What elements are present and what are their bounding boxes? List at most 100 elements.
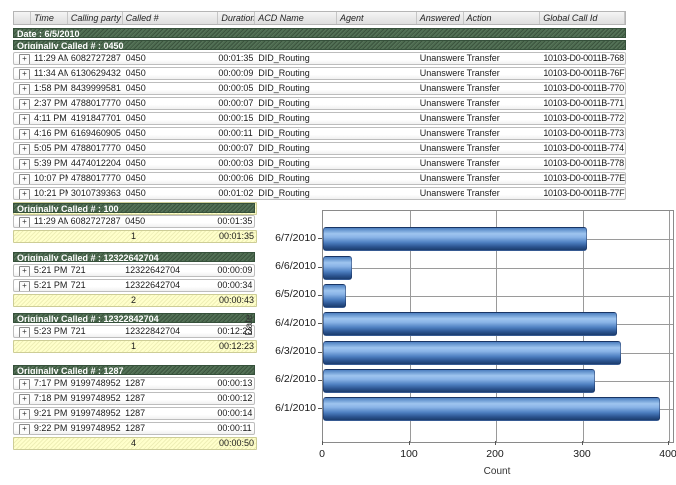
row-expander-button[interactable]: +	[19, 266, 30, 276]
chart-bar	[323, 369, 595, 393]
group-header: Originally Called # : 1287	[13, 365, 255, 375]
cell-time: 4:11 PM	[33, 113, 67, 123]
cell-agent	[337, 113, 417, 124]
cell-time: 11:29 AM	[33, 216, 68, 226]
cell-called: 12322642704	[125, 265, 181, 275]
column-header-acd[interactable]: ACD Name	[255, 12, 337, 24]
cell-acd: DID_Routing	[258, 98, 310, 108]
row-expander-button[interactable]: +	[19, 129, 30, 139]
column-header-calling[interactable]: Calling party #	[68, 12, 123, 24]
cell-action: Transfer	[466, 98, 500, 108]
plus-icon: +	[22, 54, 27, 63]
table-row[interactable]: +9:22 PM 9199748952 1287 00:00:11	[13, 422, 255, 435]
table-row[interactable]: +5:05 PM 4788017770 0450 00:00:07 DID_Routin…	[13, 142, 626, 155]
table-row[interactable]: +10:21 PM3010739363 0450 00:01:02 DID_Routi…	[13, 187, 626, 200]
table-row[interactable]: +1:58 PM 8439999581 0450 00:00:05 DID_Routin…	[13, 82, 626, 95]
column-header-answered[interactable]: Answered	[417, 12, 464, 24]
table-row[interactable]: +7:18 PM 9199748952 1287 00:00:12	[13, 392, 255, 405]
row-expander-button[interactable]: +	[19, 424, 30, 434]
table-row[interactable]: +5:23 PM 721 12322842704 00:12:23	[13, 325, 255, 338]
table-row[interactable]: +11:29 AM 6082727287 0450 00:01:35 DID_Routi…	[13, 52, 626, 65]
cell-time: 5:39 PM	[33, 158, 68, 168]
table-row[interactable]: +4:16 PM 6169460905 0450 00:00:11 DID_Routin…	[13, 127, 626, 140]
cell-duration: 00:01:35	[217, 216, 253, 226]
expander-cell: +	[14, 83, 31, 94]
table-row[interactable]: +5:39 PM 4474012204 0450 00:00:03 DID_Routin…	[13, 157, 626, 170]
column-header-duration[interactable]: Duration	[218, 12, 256, 24]
cell-answered: Unanswered	[419, 98, 464, 108]
row-expander-button[interactable]: +	[19, 379, 30, 389]
cell-calling: 721	[70, 280, 86, 290]
cell-duration: 00:00:11	[218, 128, 253, 138]
cell-called: 0450	[125, 113, 146, 123]
chart-y-tick	[318, 295, 322, 296]
cell-called: 0450	[125, 188, 146, 198]
row-expander-button[interactable]: +	[19, 84, 30, 94]
cell-global_id: 10103-D0-0011B-771	[543, 98, 624, 108]
column-header-action[interactable]: Action	[464, 12, 541, 24]
cell-answered: Unanswered	[419, 83, 464, 93]
column-header-called[interactable]: Called #	[123, 12, 219, 24]
table-row[interactable]: +11:34 AM 6130629432 0450 00:00:09 DID_Routi…	[13, 67, 626, 80]
column-header-expander[interactable]	[14, 12, 31, 24]
expander-cell: +	[14, 326, 31, 337]
row-expander-button[interactable]: +	[19, 394, 30, 404]
summary-total-duration: 00:12:23	[219, 341, 255, 351]
group-header: Originally Called # : 12322642704	[13, 252, 255, 262]
cell-called: 1287	[125, 408, 146, 418]
row-expander-button[interactable]: +	[19, 409, 30, 419]
cell-agent	[337, 98, 417, 109]
plus-icon: +	[22, 327, 27, 336]
row-expander-button[interactable]: +	[19, 217, 30, 227]
row-expander-button[interactable]: +	[19, 327, 30, 337]
expander-cell: +	[14, 143, 31, 154]
row-expander-button[interactable]: +	[19, 144, 30, 154]
cell-acd: DID_Routing	[258, 188, 310, 198]
cell-action: Transfer	[466, 158, 500, 168]
table-row[interactable]: +5:21 PM 721 12322642704 00:00:34	[13, 279, 255, 292]
column-header-agent[interactable]: Agent	[337, 12, 417, 24]
chart-y-tick	[318, 408, 322, 409]
plus-icon: +	[22, 424, 27, 433]
column-header-time[interactable]: Time	[31, 12, 68, 24]
cell-duration: 00:00:12	[217, 393, 253, 403]
table-row[interactable]: +2:37 PM 4788017770 0450 00:00:07 DID_Routin…	[13, 97, 626, 110]
cell-calling: 721	[70, 326, 86, 336]
expander-cell: +	[14, 216, 31, 227]
table-row[interactable]: +9:21 PM 9199748952 1287 00:00:14	[13, 407, 255, 420]
row-expander-button[interactable]: +	[19, 114, 30, 124]
row-expander-button[interactable]: +	[19, 54, 30, 64]
cell-duration: 00:01:35	[218, 53, 254, 63]
table-row[interactable]: +11:29 AM 6082727287 0450 00:01:35	[13, 215, 255, 228]
cell-calling: 3010739363	[70, 188, 121, 198]
cell-answered: Unanswered	[419, 53, 464, 63]
cell-called: 0450	[125, 83, 146, 93]
table-row[interactable]: +7:17 PM 9199748952 1287 00:00:13	[13, 377, 255, 390]
row-expander-button[interactable]: +	[19, 159, 30, 169]
table-row[interactable]: +4:11 PM 4191847701 0450 00:00:15 DID_Routin…	[13, 112, 626, 125]
chart-x-tick-label: 0	[319, 448, 325, 460]
cell-global_id: 10103-D0-0011B-770	[543, 83, 624, 93]
cell-acd: DID_Routing	[258, 113, 310, 123]
row-expander-button[interactable]: +	[19, 99, 30, 109]
table-row[interactable]: +5:21 PM 721 12322642704 00:00:09	[13, 264, 255, 277]
chart-y-tick-label: 6/3/2010	[275, 345, 316, 357]
summary-spacer	[14, 231, 123, 242]
row-expander-button[interactable]: +	[19, 69, 30, 79]
cell-calling: 6082727287	[70, 53, 121, 63]
cell-global_id: 10103-D0-0011B-77E	[543, 173, 625, 183]
main-group-rows: +11:29 AM 6082727287 0450 00:01:35 DID_Routi…	[13, 52, 626, 200]
cell-agent	[337, 173, 417, 184]
summary-total-duration: 00:00:43	[219, 295, 255, 305]
call-detail-report-table: Time Calling party # Called # Duration ACD N…	[13, 11, 626, 215]
column-header-global_id[interactable]: Global Call Id	[540, 12, 626, 24]
row-expander-button[interactable]: +	[19, 174, 30, 184]
row-expander-button[interactable]: +	[19, 281, 30, 291]
cell-duration: 00:00:06	[218, 173, 254, 183]
row-expander-button[interactable]: +	[19, 189, 30, 199]
cell-time: 5:23 PM	[33, 326, 68, 336]
plus-icon: +	[22, 159, 27, 168]
cell-action: Transfer	[466, 173, 500, 183]
cell-action: Transfer	[466, 53, 500, 63]
